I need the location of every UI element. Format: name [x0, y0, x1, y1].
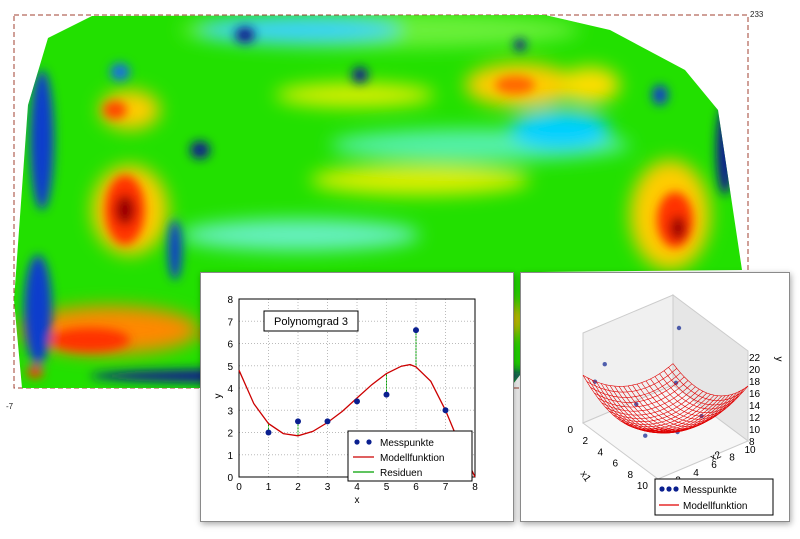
legend-box	[654, 478, 774, 516]
surface-mesh-line	[650, 378, 726, 417]
x1-tick-label: 6	[612, 459, 618, 470]
y-tick-label: 1	[227, 451, 233, 462]
surface-mesh-line	[582, 363, 674, 387]
data-point	[442, 407, 449, 414]
surface-data-point	[643, 433, 648, 438]
data-point	[295, 418, 301, 425]
x2-tick-label: 6	[711, 460, 717, 471]
x-tick-label: 6	[413, 482, 419, 493]
data-point	[265, 429, 272, 436]
y-axis-label: y	[213, 394, 224, 399]
y-tick-label: 4	[227, 384, 233, 395]
chart-title: Polynomgrad 3	[274, 316, 348, 328]
polynomial-fit-chart: 0 1 2 3 4 5 6 7 8 0 1 2 3 4 5 6 7 8 x y Polynomgrad 3 Messpun…	[213, 295, 478, 506]
x1-tick-label: 8	[627, 470, 633, 481]
legend-marker-point	[673, 486, 679, 492]
data-point	[324, 418, 331, 425]
polynomial-fit-panel: 0 1 2 3 4 5 6 7 8 0 1 2 3 4 5 6 7 8 x y Polynomgrad 3 Messpun…	[200, 272, 514, 522]
y-tick-label: 6	[227, 340, 233, 351]
legend-label: Messpunkte	[380, 438, 434, 449]
surface-mesh-line	[668, 367, 744, 401]
x2-tick-label: 8	[729, 453, 735, 464]
x1-tick-label: 2	[582, 436, 588, 447]
surface-mesh-line	[636, 383, 713, 425]
x-tick-label: 5	[384, 482, 390, 493]
data-point	[354, 398, 360, 405]
x1-tick-label: 4	[597, 447, 603, 458]
legend-marker-point	[354, 439, 360, 445]
z-tick-label: 14	[749, 401, 761, 412]
z-tick-label: 20	[749, 365, 761, 376]
x1-tick-label: 0	[567, 425, 573, 436]
z-tick-label: 16	[749, 389, 761, 400]
z-tick-label: 22	[749, 353, 761, 364]
heatmap-corner-top-right: 233	[750, 10, 764, 19]
x2-tick-label: 10	[744, 445, 756, 456]
surface-mesh-line	[659, 373, 735, 410]
y-tick-label: 7	[227, 317, 233, 328]
surface-data-point	[602, 362, 607, 367]
x-tick-label: 0	[236, 482, 242, 493]
x-axis-label: x	[355, 495, 360, 506]
surface-mesh-line	[624, 394, 715, 429]
x-tick-label: 2	[295, 482, 301, 493]
legend-marker-point	[366, 439, 372, 445]
y-tick-label: 2	[227, 429, 233, 440]
surface-mesh-line	[654, 376, 731, 413]
x-tick-label: 3	[325, 482, 331, 493]
surface-mesh-line	[641, 382, 717, 423]
x2-axis-label: x2	[709, 449, 724, 464]
legend-box	[347, 430, 473, 482]
legend-label: Residuen	[380, 468, 422, 479]
surface-mesh-line	[663, 370, 740, 406]
z-tick-label: 12	[749, 413, 761, 424]
legend-label: Modellfunktion	[380, 453, 444, 464]
x2-tick-label: 4	[693, 468, 699, 479]
surface-fit-chart: 0246810x1246810x2810121416182022yMesspun…	[567, 294, 784, 516]
x-tick-label: 8	[472, 482, 478, 493]
heatmap-corner-bottom-left: -7	[6, 402, 14, 411]
data-point	[413, 327, 419, 334]
y-tick-label: 3	[227, 406, 233, 417]
surface-mesh-line	[672, 363, 749, 397]
z-axis-label: y	[773, 357, 784, 362]
model-curve	[238, 363, 476, 478]
surface-data-point	[676, 325, 682, 331]
y-tick-label: 8	[227, 295, 233, 306]
title-box	[263, 310, 359, 332]
x1-tick-label: 10	[637, 481, 649, 492]
y-tick-label: 5	[227, 362, 233, 373]
legend-marker-point	[659, 486, 665, 492]
data-point	[383, 391, 390, 398]
legend-marker-point	[666, 486, 672, 492]
x-tick-label: 1	[266, 482, 272, 493]
x-tick-label: 7	[443, 482, 449, 493]
y-tick-label: 0	[227, 473, 233, 484]
surface-fit-panel: 0246810x1246810x2810121416182022yMesspun…	[520, 272, 790, 522]
z-tick-label: 18	[749, 377, 761, 388]
x1-axis-label: x1	[578, 469, 593, 484]
surface-mesh-line	[632, 384, 708, 428]
z-tick-label: 10	[749, 425, 761, 436]
surface-mesh-line	[657, 385, 749, 431]
x-tick-label: 4	[354, 482, 360, 493]
legend-label: Modellfunktion	[683, 501, 747, 512]
surface-mesh-line	[627, 395, 719, 431]
surface-mesh-line	[645, 380, 722, 420]
legend-label: Messpunkte	[683, 485, 737, 496]
z-tick-label: 8	[749, 437, 755, 448]
